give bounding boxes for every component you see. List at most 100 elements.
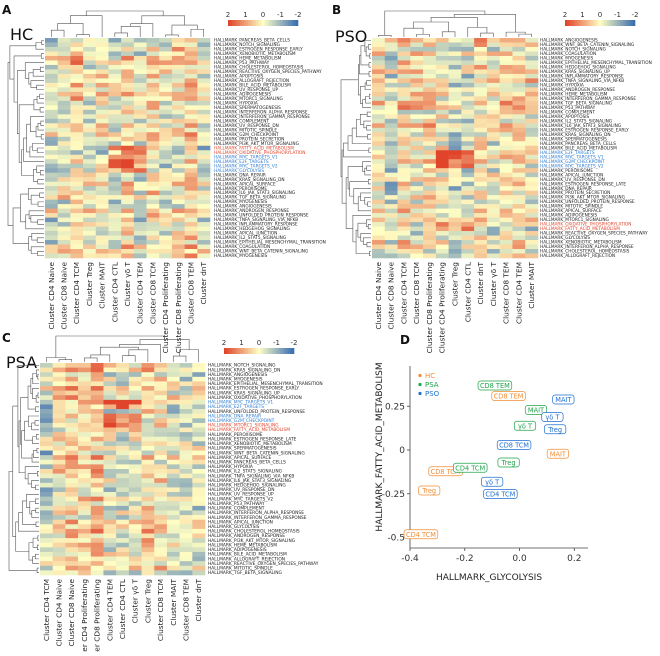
heatmap-cell	[78, 478, 92, 484]
heatmap-cell	[45, 235, 58, 241]
heatmap-cell	[397, 145, 411, 151]
heatmap-cell	[52, 381, 66, 387]
legend-swatch	[625, 20, 628, 26]
heatmap-cell	[423, 42, 437, 48]
heatmap-cell	[116, 441, 130, 447]
heatmap-cell	[525, 51, 539, 57]
dendrogram-branch	[29, 146, 44, 158]
heatmap-cell	[65, 367, 79, 373]
heatmap-cell	[45, 253, 58, 259]
heatmap-cell	[116, 519, 130, 525]
heatmap-cell	[197, 132, 211, 138]
heatmap-cell	[461, 114, 475, 120]
heatmap-cell	[197, 168, 211, 173]
heatmap-cell	[435, 82, 449, 88]
point-label: CD4 TCM	[406, 531, 436, 539]
heatmap-cell	[397, 105, 411, 111]
heatmap-cell	[423, 136, 437, 142]
heatmap-cell	[435, 141, 449, 147]
point-label-box	[418, 485, 441, 496]
dendrogram-branch	[39, 192, 44, 198]
heatmap-cell	[448, 235, 462, 241]
heatmap-cell	[192, 386, 206, 391]
heatmap-cell	[410, 154, 424, 160]
heatmap-cell	[103, 445, 117, 451]
heatmap-cell	[45, 208, 58, 214]
heatmap-cell	[83, 100, 97, 106]
heatmap-cell	[474, 64, 488, 70]
dendrogram-branch	[128, 349, 149, 362]
heatmap-cell	[166, 570, 180, 576]
heatmap-cell	[512, 136, 526, 142]
heatmap-cell	[423, 46, 437, 52]
column-label: Cluster CD4 Naive	[47, 262, 56, 330]
heatmap-cell	[103, 367, 117, 373]
legend-swatch	[240, 20, 243, 26]
heatmap-cell	[397, 114, 411, 120]
heatmap-cell	[448, 87, 462, 93]
heatmap-cell	[70, 217, 84, 223]
heatmap-cell	[128, 469, 142, 474]
heatmap-cell	[154, 455, 168, 461]
dendrogram-branch	[37, 201, 44, 207]
legend-swatch	[228, 20, 231, 26]
heatmap-cell	[171, 132, 185, 138]
legend-swatch	[256, 348, 259, 354]
heatmap-cell	[410, 100, 424, 106]
heatmap-cell	[141, 473, 155, 479]
heatmap-cell	[45, 127, 58, 133]
heatmap-cell	[103, 395, 117, 401]
heatmap-cell	[78, 450, 92, 456]
heatmap-cell	[78, 487, 92, 493]
heatmap-cell	[384, 226, 398, 232]
heatmap-cell	[423, 244, 437, 250]
heatmap-cell	[461, 96, 475, 102]
heatmap-cell	[40, 496, 53, 502]
legend-swatch	[294, 20, 297, 26]
heatmap-cell	[179, 496, 193, 502]
legend-swatch	[591, 20, 594, 26]
heatmap-cell	[141, 404, 155, 410]
heatmap-cell	[423, 82, 437, 88]
heatmap-cell	[372, 213, 386, 218]
legend-swatch	[270, 348, 273, 354]
point-label: CD4 TCM	[455, 464, 485, 472]
heatmap-cell	[57, 105, 71, 111]
heatmap-cell	[166, 381, 180, 387]
heatmap-cell	[512, 249, 526, 254]
dendrogram-branch	[403, 27, 424, 37]
heatmap-cell	[166, 390, 180, 396]
heatmap-cell	[397, 213, 411, 218]
heatmap-cell	[499, 231, 513, 236]
heatmap-cell	[474, 127, 488, 133]
heatmap-cell	[435, 123, 449, 129]
legend-swatch	[587, 20, 590, 26]
heatmap-cell	[65, 551, 79, 557]
legend-swatch	[264, 348, 267, 354]
heatmap-cell	[146, 186, 160, 191]
heatmap-cell	[384, 217, 398, 223]
heatmap-cell	[52, 505, 66, 511]
heatmap-cell	[397, 217, 411, 223]
heatmap-cell	[423, 73, 437, 79]
heatmap-cell	[171, 213, 185, 218]
heatmap-cell	[108, 100, 122, 106]
heatmap-cell	[65, 533, 79, 539]
heatmap-cell	[397, 195, 411, 200]
heatmap-cell	[57, 168, 71, 173]
heatmap-cell	[171, 240, 185, 245]
heatmap-cell	[166, 395, 180, 401]
heatmap-cell	[78, 376, 92, 382]
heatmap-cell	[435, 204, 449, 209]
dendrogram-branch	[35, 507, 39, 514]
row-label: HALLMARK_APICAL_JUNCTION	[214, 231, 277, 237]
heatmap-cell	[57, 132, 71, 138]
legend-swatch	[567, 20, 570, 26]
heatmap-cell	[57, 249, 71, 254]
heatmap-cell	[410, 208, 424, 214]
heatmap-cell	[435, 69, 449, 75]
legend-swatch	[240, 348, 243, 354]
legend-swatch	[607, 20, 610, 26]
dendrogram-branch	[355, 229, 370, 254]
heatmap-cell	[141, 381, 155, 387]
